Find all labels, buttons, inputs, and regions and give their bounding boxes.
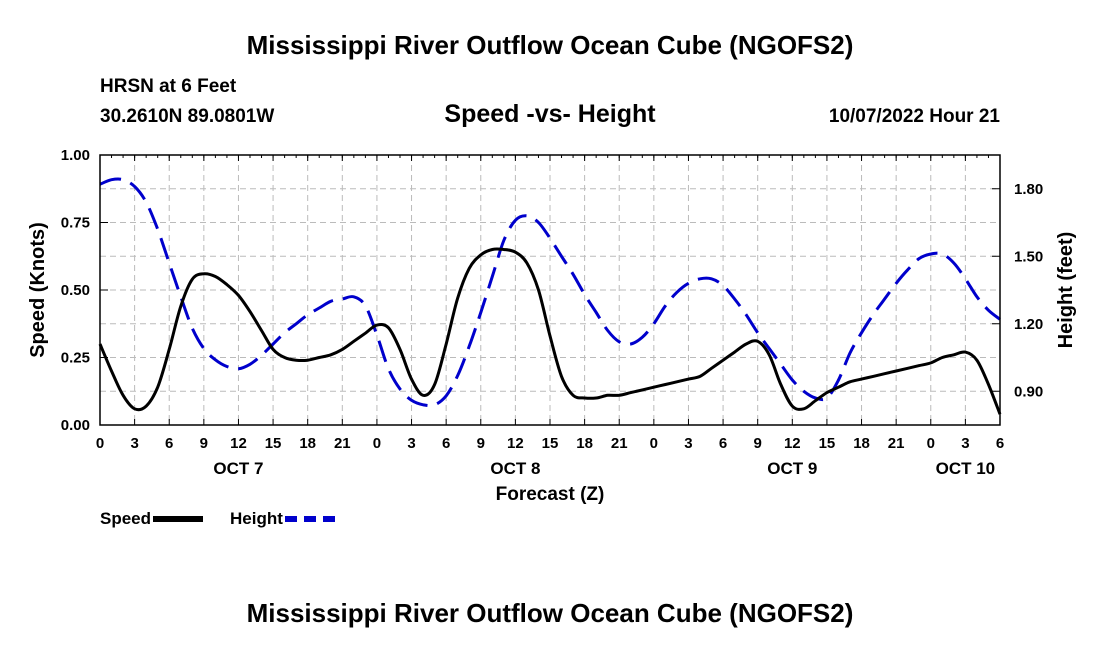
x-tick-label: 3 <box>961 435 969 452</box>
y2-tick-label: 1.80 <box>1014 181 1043 198</box>
x-tick-label: 9 <box>200 435 208 452</box>
x-tick-label: 9 <box>477 435 485 452</box>
x-tick-label: 6 <box>442 435 450 452</box>
x-tick-label: 18 <box>576 435 593 452</box>
footer-title: Mississippi River Outflow Ocean Cube (NG… <box>246 598 854 628</box>
x-tick-label: 3 <box>130 435 138 452</box>
y-axis-title: Speed (Knots) <box>27 222 49 358</box>
legend-label-height: Height <box>230 509 283 528</box>
x-tick-label: 12 <box>784 435 801 452</box>
y-tick-label: 0.75 <box>61 215 90 232</box>
x-tick-label: 15 <box>819 435 836 452</box>
station-name: HRSN at 6 Feet <box>100 76 237 97</box>
x-tick-label: 0 <box>650 435 658 452</box>
y2-tick-label: 1.50 <box>1014 248 1043 265</box>
x-tick-label: 9 <box>754 435 762 452</box>
y2-tick-label: 0.90 <box>1014 383 1043 400</box>
day-label: OCT 8 <box>490 459 540 478</box>
legend-label-speed: Speed <box>100 509 152 528</box>
x-tick-label: 3 <box>684 435 692 452</box>
x-tick-label: 15 <box>265 435 282 452</box>
legend-item-height: Height <box>230 509 335 529</box>
y2-tick-label: 1.20 <box>1014 316 1043 333</box>
page-title: Mississippi River Outflow Ocean Cube (NG… <box>246 30 854 60</box>
station-coordinates: 30.2610N 89.0801W <box>100 106 275 127</box>
y2-axis-title: Height (feet) <box>1055 232 1077 349</box>
chart-title: Speed -vs- Height <box>444 100 656 128</box>
x-tick-label: 18 <box>853 435 870 452</box>
x-tick-label: 6 <box>719 435 727 452</box>
x-tick-label: 0 <box>373 435 381 452</box>
y-tick-label: 0.50 <box>61 282 90 299</box>
day-label: OCT 7 <box>213 459 263 478</box>
x-axis-title: Forecast (Z) <box>496 484 605 505</box>
day-label: OCT 9 <box>767 459 817 478</box>
y-tick-label: 1.00 <box>61 147 90 164</box>
x-tick-label: 21 <box>334 435 351 452</box>
x-tick-label: 12 <box>507 435 524 452</box>
y-tick-label: 0.25 <box>61 350 90 367</box>
x-tick-label: 6 <box>996 435 1004 452</box>
x-tick-label: 6 <box>165 435 173 452</box>
legend-item-speed: Speed <box>100 509 204 529</box>
legend-swatch-speed <box>153 516 204 522</box>
x-tick-label: 0 <box>927 435 935 452</box>
x-tick-label: 21 <box>611 435 628 452</box>
x-tick-label: 21 <box>888 435 905 452</box>
series-line-height <box>99 177 1001 408</box>
legend-swatch-height <box>284 516 335 522</box>
x-tick-label: 18 <box>299 435 316 452</box>
x-tick-label: 3 <box>407 435 415 452</box>
forecast-datetime: 10/07/2022 Hour 21 <box>828 106 1000 127</box>
x-tick-label: 12 <box>230 435 247 452</box>
x-tick-label: 15 <box>542 435 559 452</box>
day-label: OCT 10 <box>936 459 996 478</box>
series-line-speed <box>98 247 1002 415</box>
x-tick-label: 0 <box>96 435 104 452</box>
y-tick-label: 0.00 <box>61 417 90 434</box>
